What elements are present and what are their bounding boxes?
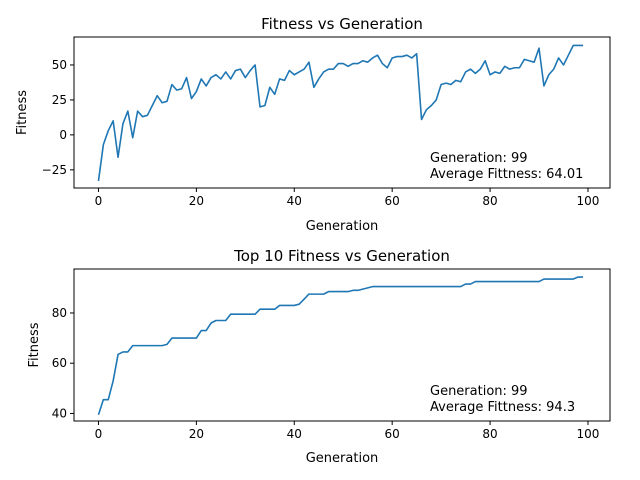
- axes-frame: [73, 36, 611, 189]
- x-tick-label: 60: [385, 427, 400, 441]
- y-axis-label: Fitness: [15, 90, 30, 135]
- y-tick-label: 50: [52, 58, 67, 72]
- x-tick-label: 100: [577, 427, 600, 441]
- fitness-chart: Fitness vs Generation 0 20 40 60 80 100 −25 0 25…: [15, 15, 611, 234]
- x-tick-label: 60: [385, 194, 400, 208]
- x-axis-label: Generation: [306, 451, 379, 466]
- x-tick-label: 20: [189, 194, 204, 208]
- y-tick-label: 80: [52, 306, 67, 320]
- y-tick-label: 0: [59, 128, 67, 142]
- y-axis-label: Fitness: [27, 322, 42, 367]
- top10-fitness-chart: Top 10 Fitness vs Generation 0 20 40 60 80 10…: [27, 247, 611, 466]
- x-tick-label: 40: [287, 427, 302, 441]
- plot-area: 0 20 40 60 80 100 40 60 80: [52, 268, 611, 441]
- y-tick-label: 60: [52, 356, 67, 370]
- y-tick-label: −25: [42, 163, 67, 177]
- series-line: [97, 44, 584, 182]
- x-tick-label: 0: [95, 427, 103, 441]
- x-tick-label: 40: [287, 194, 302, 208]
- y-tick-label: 40: [52, 406, 67, 420]
- y-tick-label: 25: [52, 93, 67, 107]
- x-tick-label: 80: [482, 194, 497, 208]
- annotation-generation: Generation: 99: [430, 384, 528, 399]
- axes-frame: [73, 268, 611, 422]
- x-tick-label: 0: [95, 194, 103, 208]
- chart-title: Top 10 Fitness vs Generation: [233, 247, 450, 265]
- annotation-generation: Generation: 99: [430, 151, 528, 166]
- chart-title: Fitness vs Generation: [261, 15, 423, 33]
- plot-area: 0 20 40 60 80 100 −25 0 25 50: [42, 36, 611, 208]
- x-axis-label: Generation: [306, 219, 379, 234]
- x-tick-label: 100: [577, 194, 600, 208]
- x-tick-label: 20: [189, 427, 204, 441]
- annotation-average-fitness: Average Fittness: 64.01: [430, 167, 583, 182]
- series-line: [97, 276, 584, 415]
- x-tick-label: 80: [482, 427, 497, 441]
- annotation-average-fitness: Average Fittness: 94.3: [430, 400, 575, 415]
